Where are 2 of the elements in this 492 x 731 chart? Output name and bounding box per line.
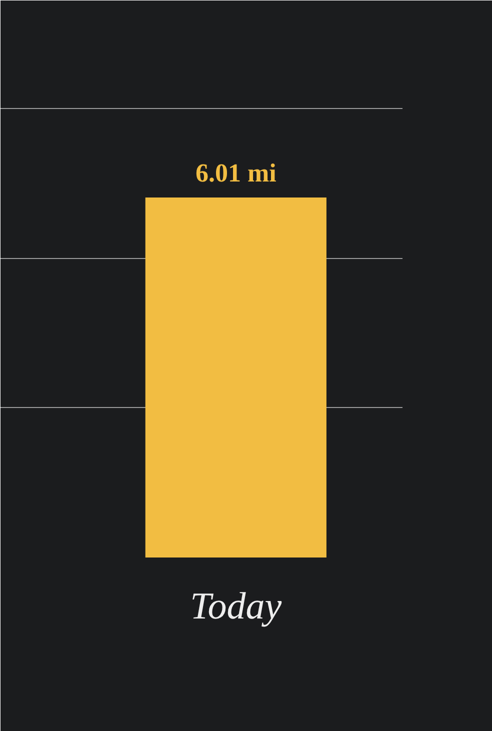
x-tick-label: Today	[190, 586, 282, 628]
data-label: 6.01 mi	[195, 158, 276, 188]
